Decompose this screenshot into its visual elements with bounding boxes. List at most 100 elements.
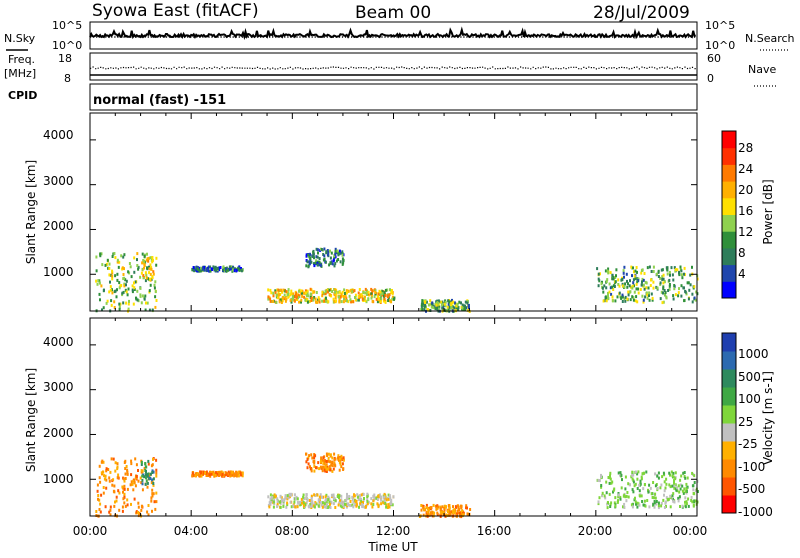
power-scatter-point bbox=[434, 302, 437, 306]
power-scatter-point bbox=[343, 288, 346, 292]
power-scatter-point bbox=[671, 273, 674, 277]
nave-tick-top: 60 bbox=[707, 52, 721, 65]
vel-scatter-point bbox=[669, 485, 672, 489]
power-scatter-point bbox=[662, 273, 665, 277]
power-scatter-point bbox=[309, 292, 312, 296]
vel-scatter-point bbox=[151, 488, 154, 492]
vel-colorbar-segment bbox=[722, 333, 736, 352]
vel-scatter-point bbox=[152, 477, 155, 481]
vel-scatter-point bbox=[340, 457, 343, 461]
power-colorbar-segment bbox=[722, 264, 736, 282]
power-scatter-point bbox=[195, 265, 198, 269]
vel-scatter-point bbox=[600, 484, 603, 487]
power-scatter-point bbox=[635, 295, 638, 299]
vel-scatter-point bbox=[285, 505, 288, 509]
power-scatter-point bbox=[151, 308, 154, 312]
vel-scatter-point bbox=[325, 467, 328, 471]
vel-scatter-point bbox=[691, 500, 694, 504]
vel-scatter-point bbox=[328, 500, 331, 504]
vel-scatter-point bbox=[105, 486, 108, 490]
vel-scatter-point bbox=[306, 458, 309, 461]
power-scatter-point bbox=[340, 251, 343, 255]
velocity-axis-ticks bbox=[89, 318, 698, 516]
vel-scatter-point bbox=[681, 489, 684, 493]
vel-ylabel: Slant Range [km] bbox=[24, 368, 38, 472]
power-scatter-point bbox=[420, 308, 423, 311]
power-scatter-point bbox=[284, 299, 287, 303]
power-scatter-point bbox=[316, 255, 319, 259]
vel-scatter-point bbox=[460, 504, 463, 508]
power-scatter-point bbox=[131, 284, 134, 288]
vel-scatter-point bbox=[305, 493, 308, 497]
vel-scatter-point bbox=[682, 491, 685, 495]
vel-scatter-point bbox=[155, 500, 158, 504]
vel-scatter-point bbox=[332, 467, 335, 471]
vel-scatter-point bbox=[636, 487, 639, 490]
vel-scatter-point bbox=[305, 452, 308, 456]
power-scatter-point bbox=[344, 295, 347, 299]
power-scatter-point bbox=[391, 297, 394, 301]
vel-scatter-point bbox=[653, 496, 656, 500]
vel-scatter-point bbox=[308, 505, 311, 509]
noise-left-tick-top: 10^5 bbox=[52, 19, 82, 32]
vel-scatter-point bbox=[690, 495, 693, 499]
vel-scatter-point bbox=[311, 456, 314, 460]
power-scatter-point bbox=[448, 300, 451, 304]
power-scatter-point bbox=[655, 272, 658, 276]
power-scatter-point bbox=[337, 295, 340, 299]
power-scatter-point bbox=[377, 293, 380, 297]
power-scatter-point bbox=[621, 293, 624, 297]
power-scatter-point bbox=[364, 287, 367, 291]
vel-scatter-point bbox=[133, 480, 136, 484]
power-scatter-point bbox=[651, 298, 654, 302]
power-scatter-point bbox=[238, 268, 241, 272]
power-scatter-point bbox=[359, 293, 362, 297]
power-scatter-point bbox=[453, 306, 456, 310]
power-scatter-point bbox=[333, 293, 336, 297]
vel-scatter-point bbox=[330, 500, 333, 504]
power-scatter-point bbox=[447, 299, 450, 303]
power-scatter-point bbox=[607, 291, 609, 295]
vel-scatter-point bbox=[329, 460, 331, 464]
power-scatter-point bbox=[453, 301, 456, 305]
vel-scatter-point bbox=[328, 465, 331, 469]
power-scatter-point bbox=[296, 295, 298, 299]
vel-scatter-point bbox=[654, 472, 657, 476]
power-scatter-point bbox=[309, 259, 312, 262]
power-scatter-point bbox=[307, 264, 310, 268]
vel-scatter-point bbox=[110, 457, 113, 461]
vel-scatter-point bbox=[151, 509, 153, 513]
vel-scatter-point bbox=[652, 503, 655, 507]
power-scatter-point bbox=[663, 292, 666, 296]
power-scatter-point bbox=[663, 280, 666, 284]
vel-scatter-point bbox=[313, 493, 316, 497]
vel-scatter-point bbox=[112, 457, 115, 461]
vel-scatter-point bbox=[685, 502, 688, 506]
vel-scatter-point bbox=[677, 484, 680, 488]
vel-scatter-point bbox=[137, 501, 140, 505]
power-scatter-point bbox=[107, 266, 110, 270]
vel-scatter-point bbox=[146, 474, 149, 478]
power-colorbar-segment bbox=[722, 197, 736, 215]
power-scatter-point bbox=[136, 258, 138, 262]
power-scatter-point bbox=[99, 252, 102, 256]
power-scatter-point bbox=[438, 305, 441, 309]
vel-scatter-point bbox=[674, 477, 677, 481]
power-scatter-point bbox=[383, 297, 386, 301]
vel-scatter-point bbox=[656, 486, 659, 490]
power-scatter-point bbox=[230, 267, 233, 271]
power-scatter-point bbox=[361, 297, 364, 301]
power-scatter-point bbox=[128, 262, 131, 265]
power-scatter-point bbox=[598, 279, 601, 283]
power-scatter-point bbox=[661, 277, 664, 281]
vel-colorbar-segment bbox=[722, 405, 736, 424]
power-scatter-point bbox=[123, 284, 126, 288]
vel-scatter-point bbox=[194, 474, 197, 478]
vel-scatter-point bbox=[428, 506, 431, 510]
vel-scatter-point bbox=[342, 500, 345, 504]
vel-scatter-point bbox=[692, 488, 695, 492]
vel-scatter-point bbox=[334, 457, 337, 461]
vel-scatter-point bbox=[224, 471, 227, 475]
power-scatter-point bbox=[126, 293, 129, 297]
power-scatter-point bbox=[111, 277, 114, 281]
